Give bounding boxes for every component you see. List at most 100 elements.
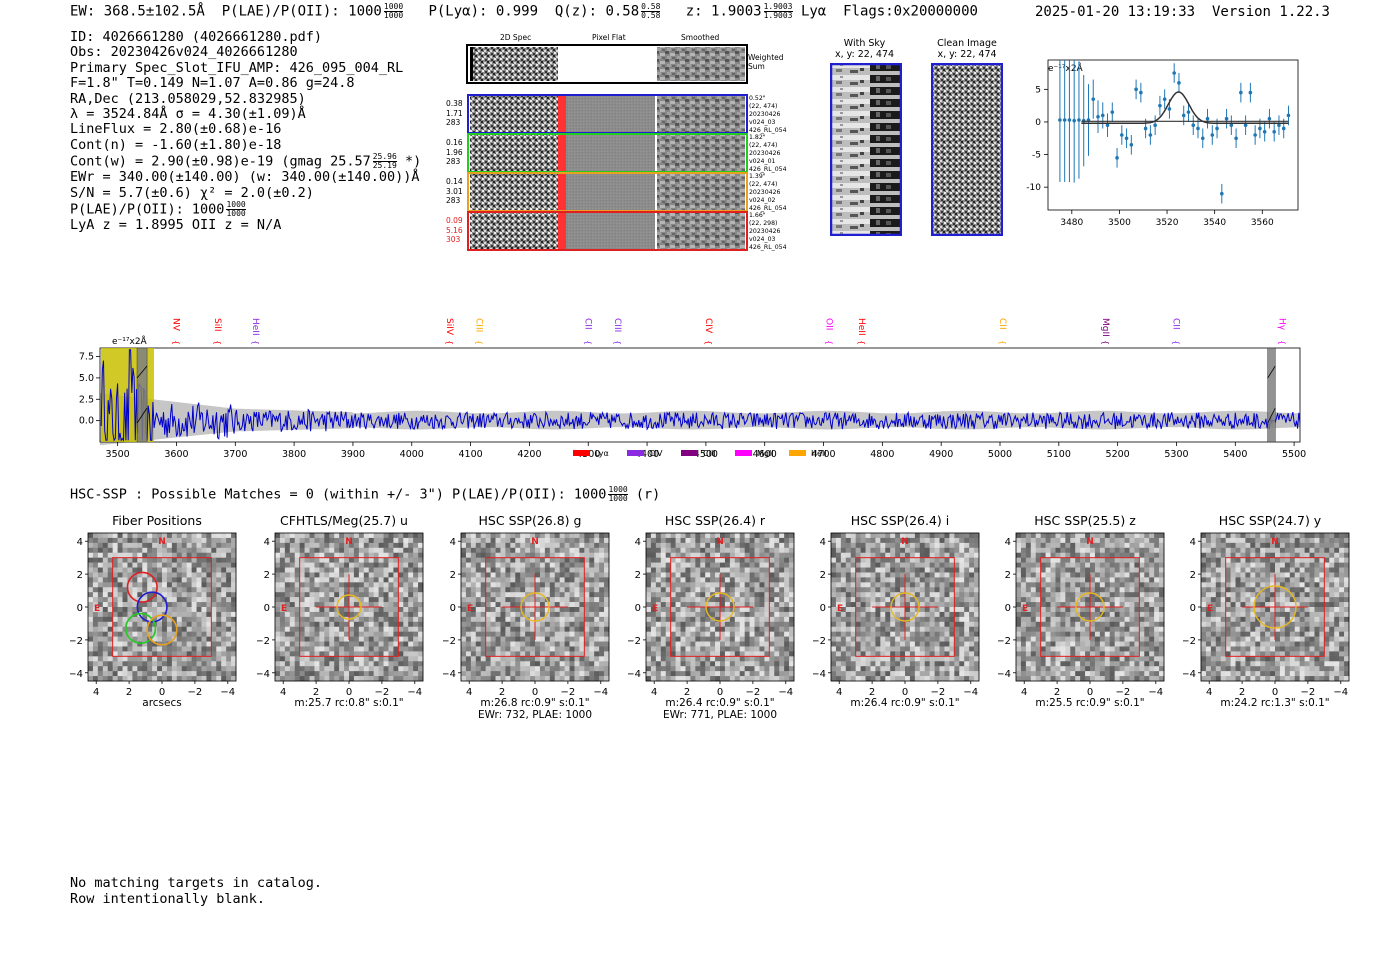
cutout-xtick-label: −2 xyxy=(1116,687,1131,698)
legend-label: CIII xyxy=(703,449,716,458)
cutout-xtick-label: −2 xyxy=(746,687,761,698)
spec2d-row-right-value: (22, 298) xyxy=(749,220,778,227)
fit-point xyxy=(1162,97,1167,101)
cutout-xtick-label: −2 xyxy=(561,687,576,698)
version: Version 1.22.3 xyxy=(1211,4,1330,20)
spec2d-row-right-value: 1.82" xyxy=(749,134,766,141)
fit-point xyxy=(1258,126,1262,131)
cutout-xtick-label: 4 xyxy=(280,687,286,698)
spec2d-row xyxy=(467,211,748,251)
cutout-xtick-label: −4 xyxy=(1148,687,1163,698)
cutout-xtick-label: 2 xyxy=(313,687,319,698)
cutout-xtick-label: 4 xyxy=(836,687,842,698)
spec2d-row-right-value: v024_03 xyxy=(749,119,776,126)
spec2d-row-right-value: (22, 474) xyxy=(749,142,778,149)
spec2d-row-left-value: 283 xyxy=(446,196,461,205)
cutout-ytick-label: 0 xyxy=(635,603,641,614)
cutout-noise xyxy=(88,533,237,682)
search-box xyxy=(485,557,585,657)
search-box xyxy=(1225,557,1325,657)
fit-point xyxy=(1072,118,1076,123)
cutout-noise xyxy=(831,533,980,682)
north-label: N xyxy=(158,537,166,547)
sn-chi2: S/N = 5.7(±0.6) χ² = 2.0(±0.2) xyxy=(70,184,314,201)
cutout-ytick-label: −4 xyxy=(1183,669,1196,680)
fiber-circle xyxy=(146,614,178,646)
spec2d-row-right-value: (22, 474) xyxy=(749,181,778,188)
emission-line-label: CII xyxy=(997,318,1007,330)
cutout-ytick-label: 4 xyxy=(820,537,826,548)
fit-point xyxy=(1139,90,1143,95)
spectrum-xtick-label: 4200 xyxy=(517,449,541,460)
cutout-ytick-label: −2 xyxy=(998,636,1011,647)
line-fit-plot: e⁻¹⁷x2Å 3480 3500 3520 3540 3560 5 0 -5 -10 xyxy=(1026,59,1299,228)
plae-value: P(LAE)/P(OII): 1000 xyxy=(221,3,382,20)
fit-point xyxy=(1286,113,1291,118)
spec2d-row-frame xyxy=(467,211,748,251)
emission-line-label: SiIV xyxy=(444,318,454,336)
fit-point xyxy=(1100,113,1105,118)
search-box xyxy=(299,557,399,657)
spectrum-xtick-label: 4500 xyxy=(694,449,718,460)
cutout-xtick-label: 0 xyxy=(717,687,723,698)
cutout-title: Fiber Positions xyxy=(112,513,202,528)
cutout-xtick-label: 4 xyxy=(93,687,99,698)
east-label: E xyxy=(1022,604,1028,614)
north-label: N xyxy=(345,537,353,547)
cutout-ytick-label: −4 xyxy=(443,669,456,680)
legend-swatch xyxy=(735,450,752,456)
spec2d-row-right-labels: 1.66" (22, 298) 20230426 v024_03 426_RL_054 xyxy=(749,212,787,252)
spectrum-xtick-label: 5100 xyxy=(1047,449,1071,460)
spec2d-row-right-value: 1.66" xyxy=(749,212,766,219)
cutout-ytick-label: −4 xyxy=(813,669,826,680)
cutout-noise xyxy=(1201,533,1350,682)
cutout-ytick-label: 4 xyxy=(264,537,270,548)
legend-label: Lyα xyxy=(595,449,609,458)
cutout-xtick-label: 0 xyxy=(902,687,908,698)
header-timestamp: 2025-01-20 13:19:33 Version 1.22.3 xyxy=(1035,4,1330,20)
fit-point xyxy=(1200,136,1205,141)
image-cutout-panel: HSC SSP(26.4) r N E 4 4 2 2 0 0 −2 −2 −4 −4 m:26.4 rc… xyxy=(628,512,808,727)
cutout-xtick-label: 4 xyxy=(466,687,472,698)
with-sky-title: With Sky xyxy=(843,38,886,49)
north-label: N xyxy=(1086,537,1094,547)
spec2d-row-left-labels: 0.09 5.16 303 xyxy=(446,216,463,245)
emission-line-label: SiII xyxy=(212,318,222,332)
fit-point xyxy=(1129,142,1134,147)
masked-region xyxy=(136,347,148,443)
fit-point xyxy=(1196,126,1200,131)
fiber-circle xyxy=(125,612,157,644)
datetime: 2025-01-20 13:19:33 xyxy=(1034,4,1196,20)
cutout-ytick-label: −2 xyxy=(443,636,456,647)
cutout-xtick-label: 2 xyxy=(1239,687,1245,698)
spec2d-row xyxy=(467,94,748,134)
east-label: E xyxy=(94,604,100,614)
clean-image-title: Clean Image xyxy=(937,38,997,49)
clean-image-xy: x, y: 22, 474 xyxy=(937,49,997,60)
aperture-circle xyxy=(890,592,920,622)
spec2d-row-right-value: 426_RL_054 xyxy=(749,205,787,212)
fit-point xyxy=(1167,107,1172,111)
cutout-image: N E 4 4 2 2 0 0 −2 −2 −4 −4 xyxy=(998,532,1165,698)
legend-label: CIV xyxy=(649,449,663,458)
fit-xtick-label: 3500 xyxy=(1108,218,1131,228)
cutout-ytick-label: 2 xyxy=(264,570,270,581)
spec2d-row-right-value: 0.52" xyxy=(749,95,766,102)
cutout-xtick-label: −2 xyxy=(375,687,390,698)
fit-xtick-label: 3480 xyxy=(1060,218,1083,228)
detection-id: ID: 4026661280 (4026661280.pdf) xyxy=(70,29,322,45)
emission-line-bracket: { xyxy=(1101,340,1110,345)
cutout-xtick-label: 2 xyxy=(499,687,505,698)
cutout-caption: m:24.2 rc:1.3" s:0.1" xyxy=(1220,697,1330,709)
fit-ytick-label: 0 xyxy=(1035,118,1041,128)
emission-line-label: CIII xyxy=(612,318,622,332)
spec2d-row-left-value: 0.38 xyxy=(446,99,463,108)
cutout-ytick-label: 0 xyxy=(820,603,826,614)
fit-point xyxy=(1134,87,1138,92)
spec2d-title-2d: 2D Spec xyxy=(500,33,532,42)
fit-point xyxy=(1262,129,1267,134)
cutout-ytick-label: −2 xyxy=(628,636,641,647)
cutout-ytick-label: 2 xyxy=(820,570,826,581)
cutout-xtick-label: −4 xyxy=(407,687,422,698)
spec2d-row-right-value: v024_02 xyxy=(749,197,776,204)
